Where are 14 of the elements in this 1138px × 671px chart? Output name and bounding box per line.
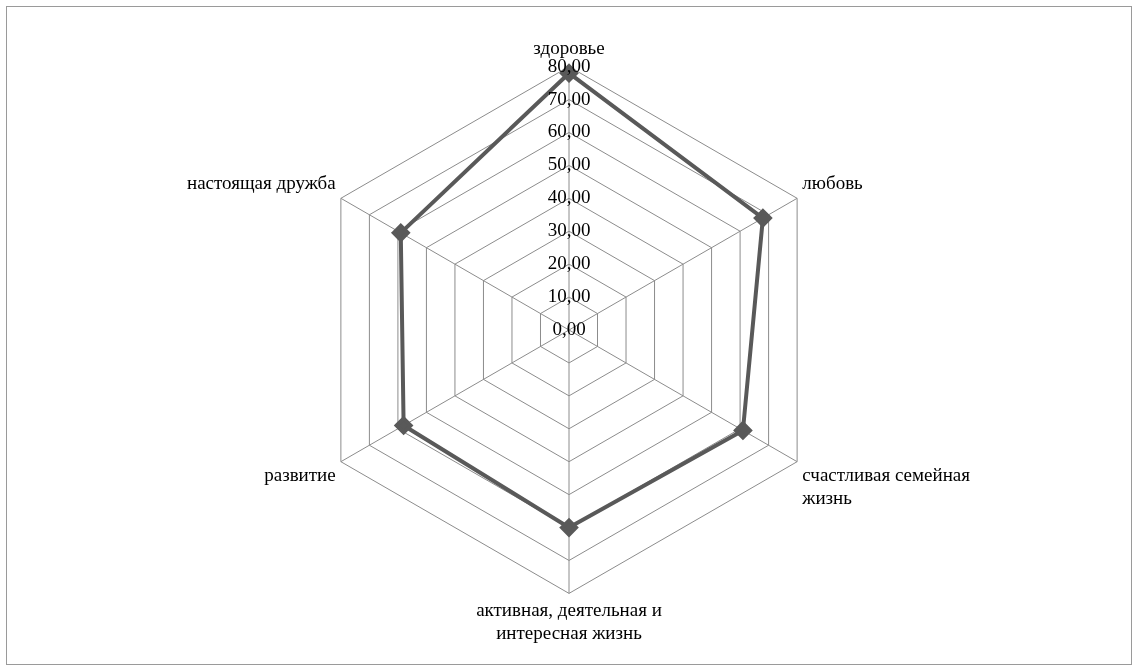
y-tick-label: 10,00 bbox=[547, 285, 591, 307]
y-tick-label: 40,00 bbox=[547, 186, 591, 208]
y-tick-label: 60,00 bbox=[547, 120, 591, 142]
y-tick-label: 50,00 bbox=[547, 153, 591, 175]
spoke-label: развитие bbox=[264, 464, 336, 486]
y-tick-label: 0,00 bbox=[552, 317, 586, 339]
spoke-label: счастливая семейная жизнь bbox=[801, 464, 971, 508]
spoke-label: настоящая дружба bbox=[187, 171, 337, 193]
spoke-label: здоровье bbox=[533, 37, 605, 59]
spoke-label: активная, деятельная и интересная жизнь bbox=[476, 598, 662, 643]
y-tick-label: 70,00 bbox=[547, 87, 591, 109]
y-tick-label: 20,00 bbox=[547, 252, 591, 274]
y-tick-label: 30,00 bbox=[547, 219, 591, 241]
spoke-label: любовь bbox=[802, 171, 864, 193]
